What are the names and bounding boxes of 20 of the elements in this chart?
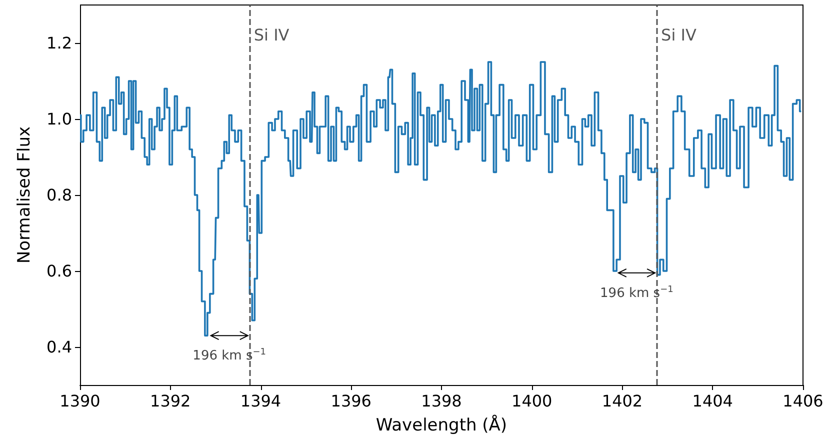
x-tick-label: 1404 [692,392,733,410]
y-tick-label: 0.8 [46,186,72,204]
annotation: 196 km s$^{−1}$ [600,284,674,301]
x-tick-label: 1396 [330,392,372,410]
y-tick-label: 1.0 [46,110,72,128]
annotation: 196 km s$^{−1}$ [192,348,266,364]
y-axis-title: Normalised Flux [14,126,34,264]
x-tick-label: 1392 [150,392,191,410]
y-tick-label: 0.6 [46,262,72,280]
y-tick-label: 0.4 [46,338,72,356]
x-tick-label: 1406 [782,392,824,410]
ref-line-label: Si IV [254,26,290,44]
y-tick-label: 1.2 [46,34,72,52]
ref-line-label: Si IV [661,26,696,44]
x-tick-label: 1402 [602,392,643,410]
x-tick-label: 1390 [60,392,100,410]
x-tick-label: 1400 [512,392,552,410]
x-tick-label: 1394 [240,392,282,410]
x-axis-title: Wavelength (Å) [376,414,508,436]
x-tick-label: 1398 [421,392,462,410]
